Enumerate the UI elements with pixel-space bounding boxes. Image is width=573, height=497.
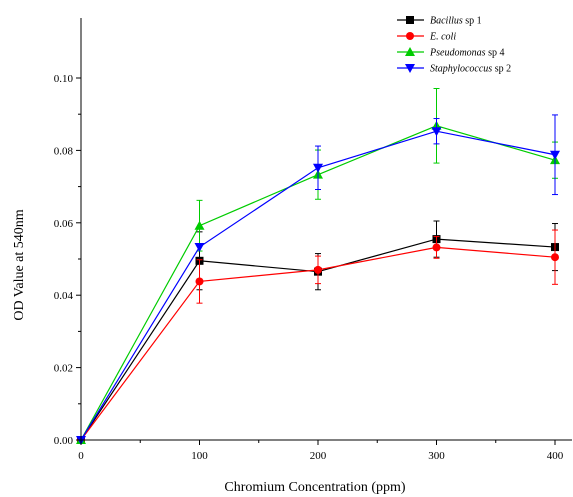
legend-label: Staphylococcus sp 2 [430, 64, 511, 75]
y-tick-label-5: 0.10 [54, 73, 74, 85]
legend-item-0: Bacillus sp 1 [397, 16, 482, 27]
y-tick-label-0: 0.00 [54, 435, 74, 447]
x-tick-label-300: 300 [428, 450, 445, 462]
x-tick-label-200: 200 [310, 450, 327, 462]
x-tick-label-100: 100 [191, 450, 208, 462]
legend-marker [405, 64, 415, 73]
legend-marker [406, 32, 414, 40]
y-tick-label-1: 0.02 [54, 363, 73, 375]
data-point [194, 220, 205, 230]
data-point [313, 163, 323, 173]
data-point [314, 265, 322, 274]
series-1 [77, 229, 559, 444]
legend-label: E. coli [429, 32, 456, 43]
legend-item-2: Pseudomonas sp 4 [397, 47, 504, 59]
legend-item-3: Staphylococcus sp 2 [397, 64, 511, 75]
data-point [550, 150, 560, 160]
y-tick-label-3: 0.06 [54, 218, 74, 230]
series-0 [77, 220, 559, 444]
y-tick-label-2: 0.04 [54, 290, 74, 302]
legend-item-1: E. coli [397, 32, 456, 43]
y-axis-title: OD Value at 540nm [12, 209, 27, 320]
data-point [195, 277, 204, 286]
x-tick-label-0: 0 [78, 450, 84, 462]
legend-label: Bacillus sp 1 [430, 16, 482, 27]
y-axis-ticks: 0.00 0.02 0.04 0.06 0.08 0.10 [54, 73, 81, 447]
data-point [431, 127, 442, 137]
data-point [551, 253, 559, 262]
x-axis-ticks: 0 100 200 300 400 [78, 440, 564, 462]
plot-area [76, 87, 560, 445]
x-tick-label-400: 400 [547, 450, 564, 462]
legend: Bacillus sp 1 E. coli Pseudomonas sp 4 Stap… [397, 16, 511, 75]
legend-marker [405, 47, 415, 56]
data-point [432, 243, 441, 252]
legend-marker [406, 16, 414, 24]
x-axis-title: Chromium Concentration (ppm) [224, 480, 406, 495]
axes [80, 18, 572, 441]
series-3 [76, 114, 560, 445]
legend-label: Pseudomonas sp 4 [429, 48, 504, 59]
data-point [194, 243, 205, 253]
y-tick-label-4: 0.08 [54, 145, 74, 157]
